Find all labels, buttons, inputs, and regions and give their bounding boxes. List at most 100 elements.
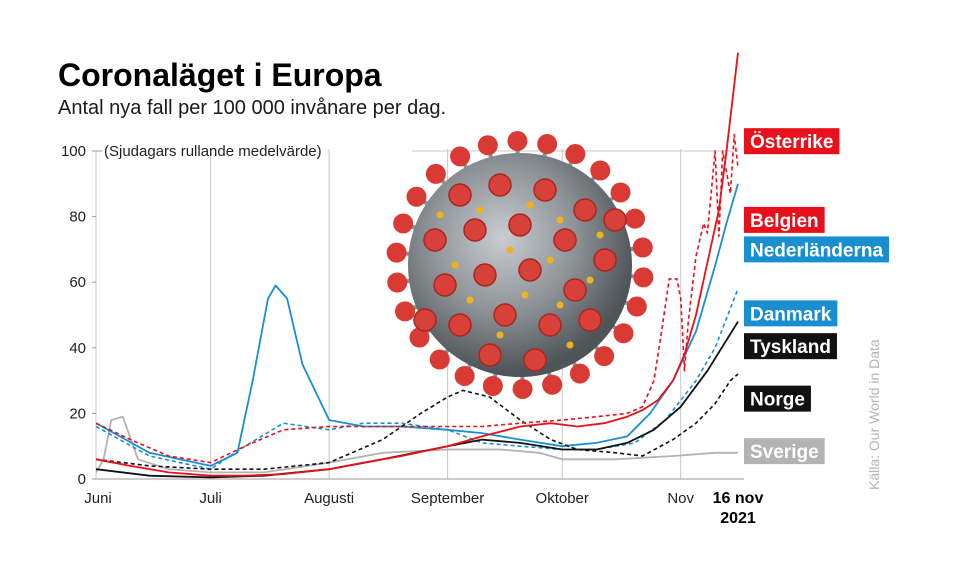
legend-item-nederländerna: Nederländerna [744,236,890,263]
virus-spike [573,198,597,222]
legend-item-sverige: Sverige [744,438,825,465]
virus-spike [590,160,611,181]
x-tick-label: Juli [199,490,222,507]
series-line-sverige [96,415,738,474]
legend-item-österrike: Österrike [744,128,840,155]
virus-spike [578,308,602,332]
virus-spike [482,375,503,396]
virus-spike [542,374,563,395]
coronavirus-illustration [386,131,654,399]
legend-swatch [744,206,825,233]
virus-protein [546,256,554,264]
virus-spike [613,323,634,344]
virus-spike [633,267,654,288]
series-line-österrike [96,52,739,477]
virus-protein [556,301,564,309]
virus-protein [566,341,574,349]
virus-spike [537,134,558,155]
x-end-label-date: 16 nov [713,490,764,507]
y-tick-label: 100 [61,143,86,160]
x-end-label-year: 2021 [720,510,756,527]
legend-swatch [744,128,840,155]
virus-protein [596,231,604,239]
x-tick-label: Oktober [536,490,589,507]
x-tick-label: Juni [84,490,112,507]
virus-spike [610,182,631,203]
legend-label: Nederländerna [750,240,883,261]
virus-spike [425,163,446,184]
chart-subtitle: Antal nya fall per 100 000 invånare per … [58,97,446,119]
legend-swatch [744,333,837,360]
virus-spike [429,349,450,370]
virus-protein [586,276,594,284]
virus-spike [386,242,407,263]
legend-label: Österrike [750,132,833,153]
virus-spike [563,278,587,302]
legend-label: Belgien [750,211,819,232]
legend-swatch [744,438,825,465]
virus-spike [626,296,647,317]
virus-protein [466,296,474,304]
virus-spike [569,363,590,384]
virus-spike [593,248,617,272]
virus-spike [454,365,475,386]
virus-spike [603,208,627,232]
series-lines [96,52,739,479]
legend: Österrike Belgien Nederländerna Danmark Tysk… [744,128,890,465]
virus-protein [496,331,504,339]
legend-swatch [744,300,838,327]
legend-label: Danmark [750,304,832,325]
virus-spike [632,237,653,258]
legend-item-belgien: Belgien [744,206,825,233]
virus-spike [538,313,562,337]
series-line-belgien [96,133,739,464]
x-axis: Juni Juli Augusti September Oktober Nov 16 nov… [84,490,763,527]
x-tick-label: Nov [667,490,694,507]
legend-item-danmark: Danmark [744,300,838,327]
legend-item-tyskland: Tyskland [744,333,837,360]
virus-spike [413,308,437,332]
chart-title: Coronaläget i Europa [58,57,382,93]
virus-spike [450,146,471,167]
virus-spike [473,263,497,287]
virus-spike [406,186,427,207]
virus-protein [556,216,564,224]
virus-spike [565,144,586,165]
virus-spike [508,213,532,237]
virus-spike [394,301,415,322]
virus-protein [521,291,529,299]
y-tick-label: 20 [69,405,86,422]
virus-spike [518,258,542,282]
virus-protein [526,201,534,209]
virus-spike [478,343,502,367]
x-tick-label: Augusti [304,490,354,507]
virus-spike [448,183,472,207]
y-tick-label: 80 [69,209,86,226]
series-line-norge [96,373,739,470]
y-tick-label: 40 [69,340,86,357]
virus-spike [393,213,414,234]
virus-spike [448,313,472,337]
virus-spike [625,208,646,229]
virus-protein [451,261,459,269]
virus-spike [423,228,447,252]
virus-spike [507,131,528,152]
virus-spike [553,228,577,252]
chart-note: (Sjudagars rullande medelvärde) [104,143,322,160]
virus-spike [493,303,517,327]
y-tick-label: 0 [78,471,86,488]
virus-spike [387,272,408,293]
source-note: Källa: Our World in Data [866,339,882,490]
virus-protein [506,246,514,254]
series-line-danmark [96,288,739,470]
virus-spike [523,348,547,372]
virus-spike [463,218,487,242]
virus-protein [476,206,484,214]
legend-label: Sverige [750,442,819,463]
virus-protein [436,211,444,219]
legend-item-norge: Norge [744,385,811,412]
legend-label: Norge [750,390,805,411]
legend-label: Tyskland [750,337,831,358]
virus-spike [477,135,498,156]
